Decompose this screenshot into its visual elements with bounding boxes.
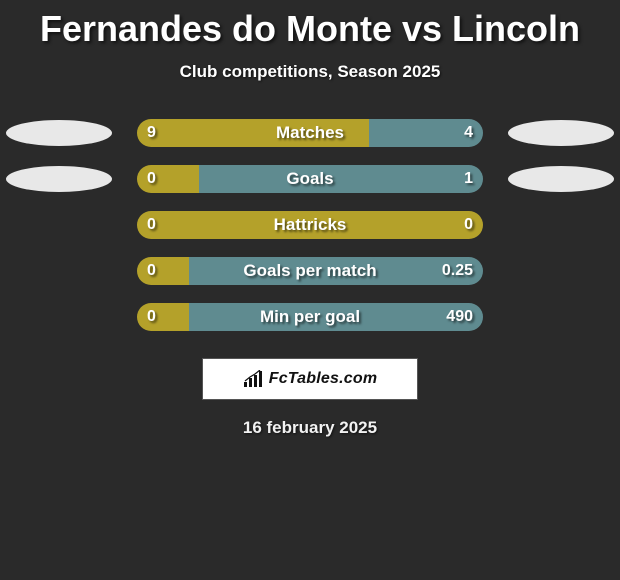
brand-badge: FcTables.com — [202, 358, 418, 400]
stat-bar-right — [199, 165, 483, 193]
stat-bar-left — [137, 303, 189, 331]
subtitle: Club competitions, Season 2025 — [0, 62, 620, 82]
stat-bar: 94Matches — [137, 119, 483, 147]
stat-value-left: 0 — [147, 211, 156, 239]
stat-value-left: 0 — [147, 257, 156, 285]
stat-row: 01Goals — [0, 156, 620, 202]
chart-icon — [243, 370, 265, 388]
stat-value-right: 1 — [464, 165, 473, 193]
stat-value-right: 4 — [464, 119, 473, 147]
stat-value-left: 0 — [147, 303, 156, 331]
stat-value-right: 490 — [446, 303, 473, 331]
stat-bar: 0490Min per goal — [137, 303, 483, 331]
date-text: 16 february 2025 — [0, 418, 620, 438]
stat-value-left: 9 — [147, 119, 156, 147]
stat-value-right: 0.25 — [442, 257, 473, 285]
stat-bar-left — [137, 257, 189, 285]
stat-row: 94Matches — [0, 110, 620, 156]
stat-value-left: 0 — [147, 165, 156, 193]
stat-row: 00Hattricks — [0, 202, 620, 248]
stat-bar-right — [189, 257, 483, 285]
player-right-ellipse — [508, 166, 614, 192]
stat-bar-left — [137, 119, 369, 147]
stat-row: 00.25Goals per match — [0, 248, 620, 294]
stat-bar-left — [137, 211, 483, 239]
stat-value-right: 0 — [464, 211, 473, 239]
player-right-ellipse — [508, 120, 614, 146]
player-left-ellipse — [6, 166, 112, 192]
player-left-ellipse — [6, 120, 112, 146]
stat-row: 0490Min per goal — [0, 294, 620, 340]
stat-bar: 00.25Goals per match — [137, 257, 483, 285]
stat-bar: 00Hattricks — [137, 211, 483, 239]
brand-text: FcTables.com — [269, 370, 378, 388]
page-title: Fernandes do Monte vs Lincoln — [0, 0, 620, 50]
stat-rows: 94Matches01Goals00Hattricks00.25Goals pe… — [0, 110, 620, 340]
stat-bar: 01Goals — [137, 165, 483, 193]
stat-bar-right — [189, 303, 483, 331]
